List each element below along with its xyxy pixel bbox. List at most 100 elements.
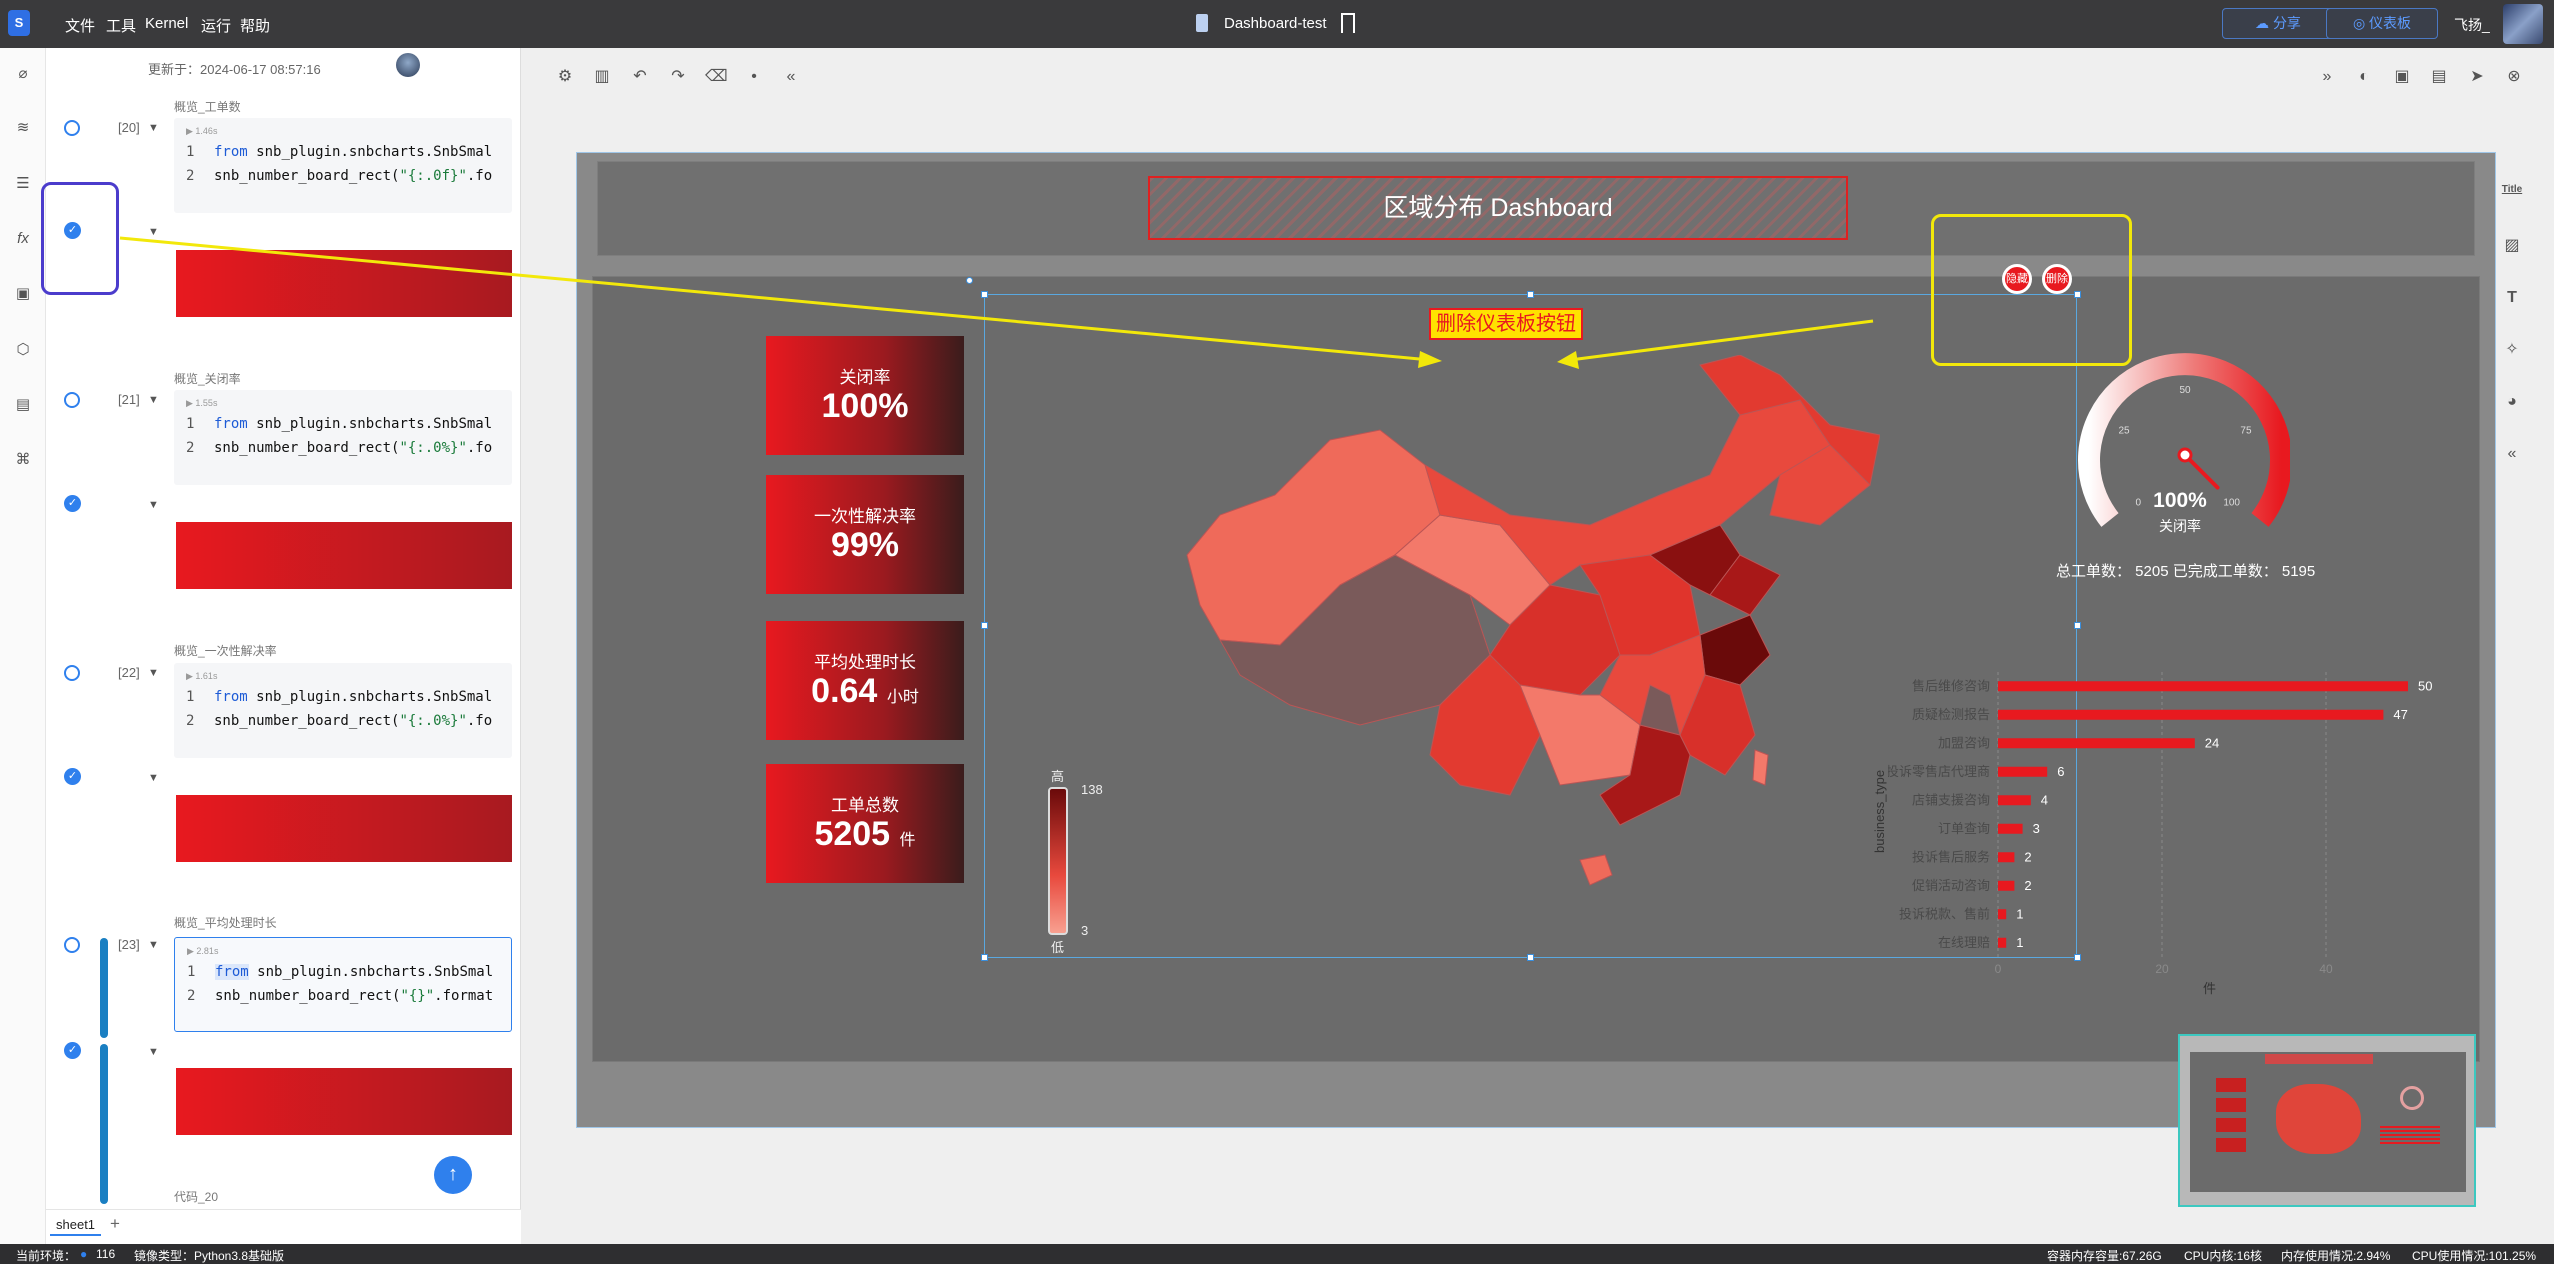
cell-checked-icon[interactable]: ✓ [64,768,81,785]
settings-icon[interactable]: ⚙ [557,68,573,85]
bar-mark[interactable] [1998,937,2007,948]
cell-select-circle[interactable] [64,665,80,681]
share-button[interactable]: ☁ 分享 [2222,8,2334,39]
cell-select-circle[interactable] [64,120,80,136]
map-region-taiwan[interactable] [1752,749,1769,786]
palette-tool-icon[interactable]: ◕ [2507,393,2517,410]
map-region-liaoning-jilin[interactable] [1769,444,1871,526]
expand-right-icon[interactable]: » [2322,68,2332,85]
bar-mark[interactable] [1998,795,2031,806]
kpi-card[interactable]: 工单总数 5205 件 [766,764,964,883]
kpi-card[interactable]: 平均处理时长 0.64 小时 [766,621,964,740]
collapse-panel-icon[interactable]: « [2507,445,2517,462]
chevron-down-icon[interactable]: ▼ [148,226,159,238]
resize-handle[interactable] [1527,291,1534,298]
layers-icon[interactable]: ≋ [16,119,30,136]
cell-checked-icon[interactable]: ✓ [64,222,81,239]
hide-dashboard-button[interactable]: 隐藏 [2002,264,2032,294]
file-icon[interactable]: ▤ [15,396,31,413]
document-title[interactable]: Dashboard-test [1224,15,1327,32]
code-cell-editor[interactable]: ▶ 1.55s 1 from snb_plugin.snbcharts.SnbSm… [174,390,512,485]
map-color-legend[interactable] [1048,787,1068,935]
add-sheet-icon[interactable]: + [110,1214,120,1233]
function-icon[interactable]: fx [17,230,29,247]
china-region-map[interactable] [1180,355,1880,900]
bar-mark[interactable] [1998,738,2195,749]
menu-help[interactable]: 帮助 [240,18,271,35]
chevron-down-icon[interactable]: ▼ [148,394,159,406]
cell-checked-icon[interactable]: ✓ [64,1042,81,1059]
point-icon[interactable]: • [751,68,757,85]
export-icon[interactable]: ▤ [2431,68,2447,85]
bar-mark[interactable] [1998,909,2007,920]
closure-rate-gauge[interactable]: 0 25 50 75 100 [2070,345,2290,545]
preview-icon[interactable]: ◐ [2359,68,2369,85]
menu-tools[interactable]: 工具 [106,18,137,35]
variable-icon[interactable]: ▣ [15,285,31,302]
env-value[interactable]: 116 [96,1247,116,1261]
bar-mark[interactable] [1998,823,2023,834]
eraser-icon[interactable]: ⌫ [705,68,728,85]
resize-handle[interactable] [1527,954,1534,961]
map-region-shandong[interactable] [1709,554,1781,616]
chevron-down-icon[interactable]: ▼ [148,122,159,134]
bookmark-icon[interactable] [1341,13,1355,33]
chevron-down-icon[interactable]: ▼ [148,499,159,511]
dashboard-minimap[interactable] [2178,1034,2476,1207]
scroll-to-top-button[interactable]: ↑ [434,1156,472,1194]
undo-icon[interactable]: ↶ [633,68,647,85]
user-name[interactable]: 飞扬_ [2454,17,2490,33]
map-region-jiangxi[interactable] [1639,684,1681,736]
map-icon[interactable]: ▥ [594,68,610,85]
collaborator-avatar[interactable] [396,53,420,77]
bar-mark[interactable] [1998,681,2408,692]
close-icon[interactable]: ⊗ [2507,68,2521,85]
resize-handle[interactable] [981,622,988,629]
bar-mark[interactable] [1998,709,2384,720]
chevron-down-icon[interactable]: ▼ [148,1046,159,1058]
resize-handle[interactable] [981,291,988,298]
resize-handle[interactable] [2074,622,2081,629]
bar-mark[interactable] [1998,880,2015,891]
publish-icon[interactable]: ➤ [2470,68,2484,85]
text-tool-icon[interactable]: T [2507,289,2517,306]
redo-icon[interactable]: ↷ [671,68,685,85]
sheet-tab[interactable]: sheet1 [50,1215,102,1236]
app-logo-icon[interactable]: S [8,10,30,36]
rotate-handle[interactable] [966,277,973,284]
resize-handle[interactable] [981,954,988,961]
user-avatar[interactable] [2503,4,2543,44]
chevron-down-icon[interactable]: ▼ [148,772,159,784]
code-cell-editor-active[interactable]: ▶ 2.81s 1 from snb_plugin.snbcharts.SnbSm… [174,937,512,1032]
bar-mark[interactable] [1998,766,2048,777]
attachment-icon[interactable]: ⌀ [18,65,28,82]
resize-handle[interactable] [2074,954,2081,961]
dashboard-title[interactable]: 区域分布 Dashboard [1383,194,1613,222]
collapse-left-icon[interactable]: « [786,68,796,85]
code-cell-editor[interactable]: ▶ 1.46s 1 from snb_plugin.snbcharts.SnbSm… [174,118,512,213]
title-selection-box[interactable] [1148,176,1848,240]
map-region-yunnan[interactable] [1429,654,1541,796]
cell-checked-icon[interactable]: ✓ [64,495,81,512]
save-icon[interactable]: ▣ [2394,68,2410,85]
map-region-hainan[interactable] [1579,854,1613,886]
kpi-card[interactable]: 一次性解决率 99% [766,475,964,594]
cell-select-circle[interactable] [64,937,80,953]
menu-kernel[interactable]: Kernel [145,15,189,32]
cell-select-circle[interactable] [64,392,80,408]
title-tool-icon[interactable]: Title [2501,184,2523,195]
sparkle-tool-icon[interactable]: ✧ [2505,341,2519,358]
code-cell-editor[interactable]: ▶ 1.61s 1 from snb_plugin.snbcharts.SnbSm… [174,663,512,758]
kpi-card[interactable]: 关闭率 100% [766,336,964,455]
dashboard-button[interactable]: ◎ 仪表板 [2326,8,2438,39]
delete-dashboard-button[interactable]: 删除 [2042,264,2072,294]
menu-run[interactable]: 运行 [201,18,232,35]
shortcut-icon[interactable]: ⌘ [15,451,31,468]
resize-handle[interactable] [2074,291,2081,298]
list-icon[interactable]: ☰ [16,175,30,192]
bar-mark[interactable] [1998,852,2015,863]
package-icon[interactable]: ⬡ [16,341,30,358]
menu-file[interactable]: 文件 [65,18,96,35]
chevron-down-icon[interactable]: ▼ [148,667,159,679]
